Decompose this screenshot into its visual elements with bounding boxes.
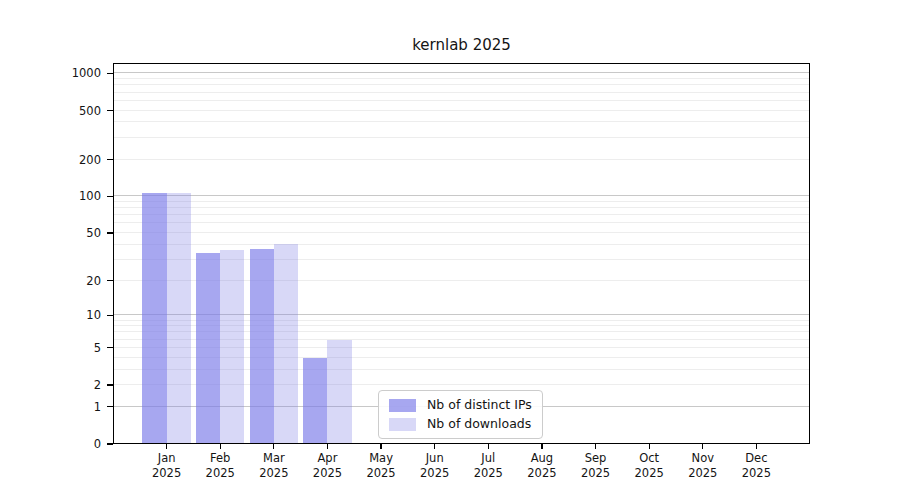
gridline-minor: [113, 110, 810, 111]
y-tick-label: 500: [61, 104, 101, 118]
x-tick-label: Dec 2025: [724, 451, 788, 481]
legend-swatch-downloads-icon: [389, 418, 416, 431]
bar-downloads-jan: [167, 193, 191, 444]
y-tick: [107, 232, 113, 233]
y-tick: [107, 443, 113, 444]
y-tick-label: 0: [61, 437, 101, 451]
x-tick: [220, 444, 221, 449]
x-tick: [327, 444, 328, 449]
gridline-minor: [113, 222, 810, 223]
gridline-minor: [113, 159, 810, 160]
x-tick: [380, 444, 381, 449]
chart-title: kernlab 2025: [113, 36, 810, 54]
y-tick: [107, 196, 113, 197]
bar-distinct-ips-apr: [303, 358, 327, 444]
gridline-minor: [113, 137, 810, 138]
gridline-major: [113, 72, 810, 73]
bar-distinct-ips-feb: [196, 253, 220, 444]
y-tick: [107, 110, 113, 111]
legend-label-downloads: Nb of downloads: [427, 417, 531, 431]
y-tick: [107, 384, 113, 385]
y-tick: [107, 347, 113, 348]
gridline-minor: [113, 100, 810, 101]
gridline-minor: [113, 84, 810, 85]
bar-distinct-ips-mar: [250, 249, 274, 444]
y-tick-label: 20: [61, 274, 101, 288]
x-tick: [166, 444, 167, 449]
gridline-minor: [113, 214, 810, 215]
legend-swatch-distinct-ips-icon: [389, 399, 416, 412]
bar-downloads-feb: [220, 250, 244, 444]
x-tick: [595, 444, 596, 449]
y-tick: [107, 406, 113, 407]
x-tick: [541, 444, 542, 449]
gridline-major: [113, 195, 810, 196]
gridline-minor: [113, 92, 810, 93]
x-tick: [649, 444, 650, 449]
x-tick: [756, 444, 757, 449]
gridline-minor: [113, 78, 810, 79]
plot-area: Nb of distinct IPs Nb of downloads 01251…: [113, 63, 810, 444]
legend: Nb of distinct IPs Nb of downloads: [378, 390, 543, 439]
figure: kernlab 2025 Nb of distinct IPs Nb of do…: [0, 0, 900, 500]
y-tick: [107, 315, 113, 316]
legend-label-distinct-ips: Nb of distinct IPs: [427, 398, 532, 412]
y-tick-label: 2: [61, 378, 101, 392]
y-tick: [107, 280, 113, 281]
x-tick: [434, 444, 435, 449]
y-tick: [107, 73, 113, 74]
download-stats-page: { "chart_data": { "type": "bar", "title"…: [0, 0, 900, 500]
gridline-minor: [113, 201, 810, 202]
gridline-minor: [113, 232, 810, 233]
x-tick: [702, 444, 703, 449]
bar-downloads-mar: [274, 244, 298, 444]
gridline-minor: [113, 207, 810, 208]
y-tick-label: 10: [61, 308, 101, 322]
y-tick: [107, 159, 113, 160]
y-tick-label: 100: [61, 189, 101, 203]
gridline-minor: [113, 121, 810, 122]
legend-item-downloads: Nb of downloads: [389, 417, 532, 431]
y-tick-label: 1000: [61, 66, 101, 80]
y-tick-label: 50: [61, 226, 101, 240]
bar-distinct-ips-jan: [142, 193, 166, 444]
y-tick-label: 1: [61, 400, 101, 414]
bar-downloads-apr: [327, 340, 351, 444]
x-tick: [273, 444, 274, 449]
y-tick-label: 200: [61, 153, 101, 167]
y-tick-label: 5: [61, 341, 101, 355]
legend-item-distinct-ips: Nb of distinct IPs: [389, 398, 532, 412]
gridline-minor: [113, 244, 810, 245]
x-tick: [488, 444, 489, 449]
